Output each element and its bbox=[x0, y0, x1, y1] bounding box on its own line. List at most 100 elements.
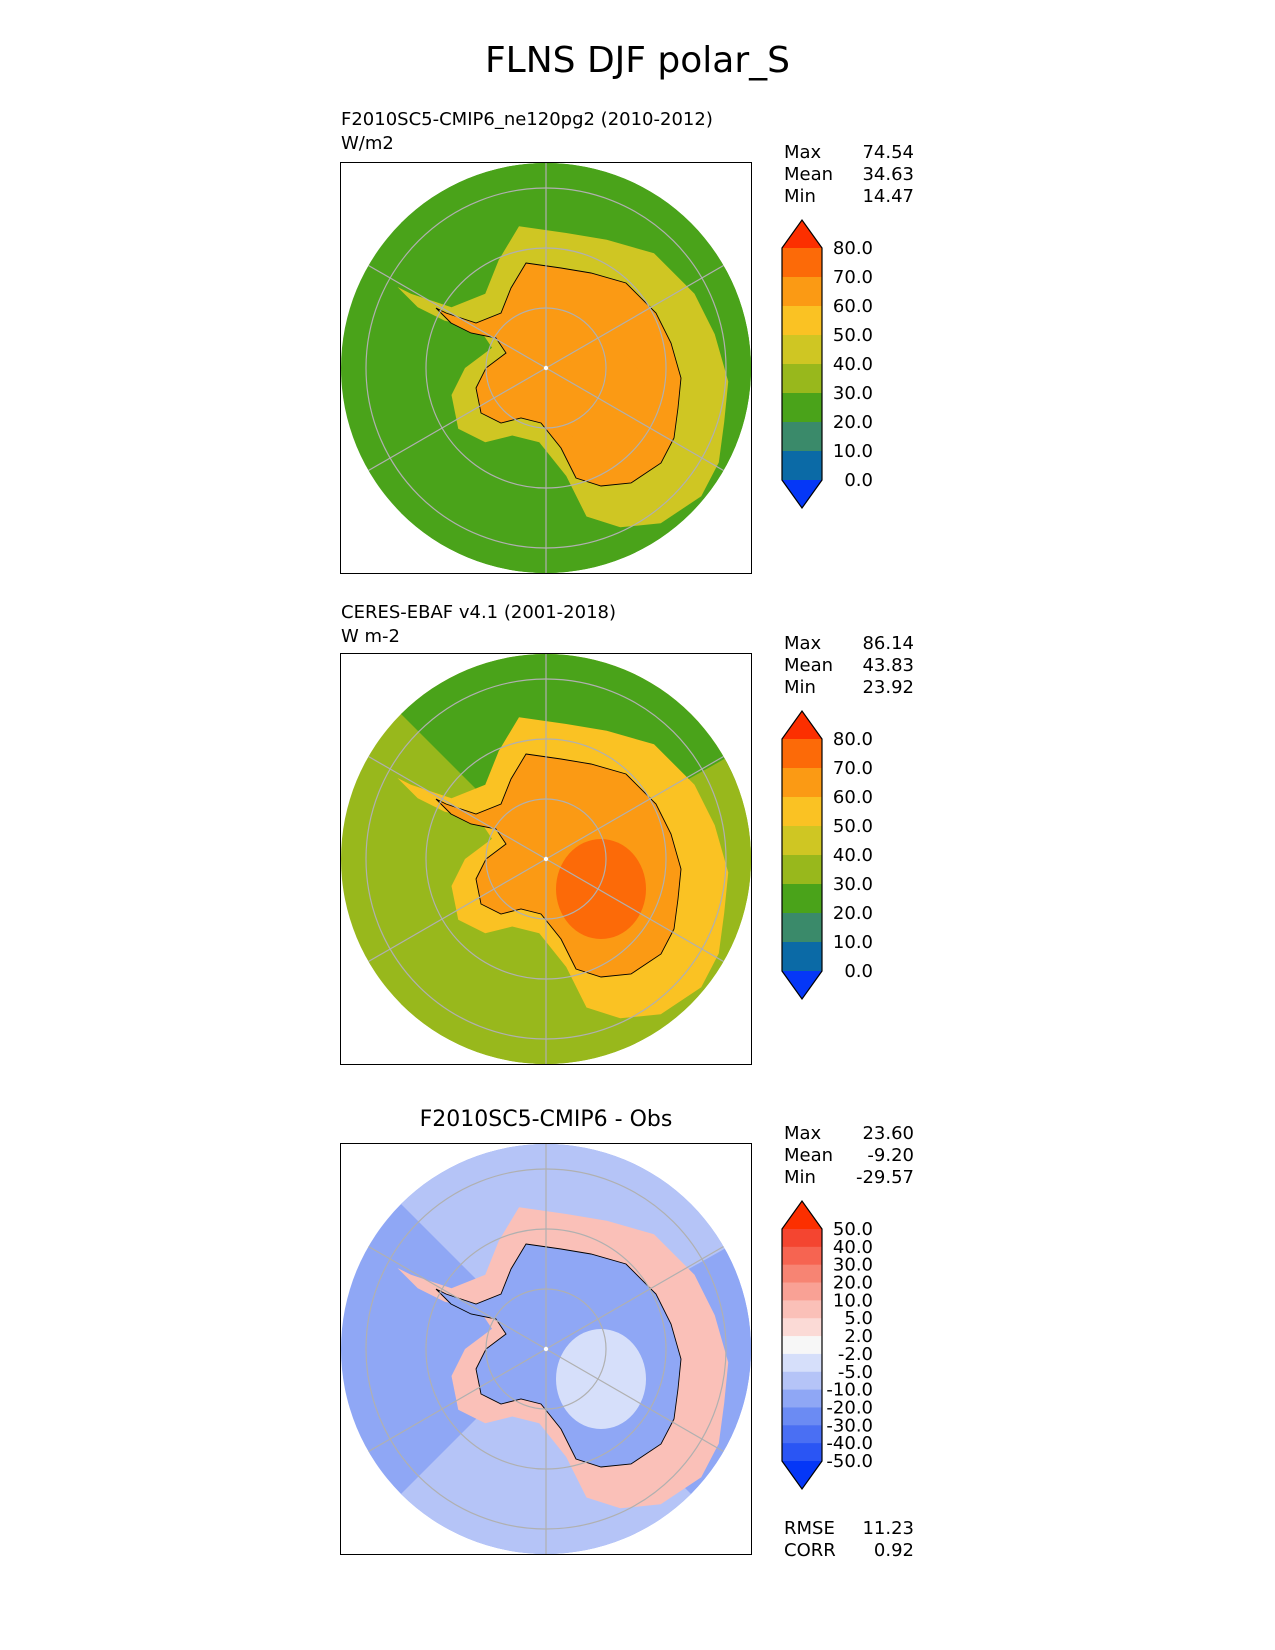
panel-3-meridian bbox=[545, 1348, 751, 1500]
panel-2-meridian bbox=[341, 858, 547, 1010]
panel-2-pole-marker bbox=[543, 856, 549, 862]
panel-3-meridian bbox=[341, 1348, 547, 1500]
panel-1-colorbar-tick-label: 10.0 bbox=[833, 441, 873, 462]
panel-2-stats: Max 86.14 Mean 43.83 Min 23.92 bbox=[784, 633, 914, 699]
panel-2-colorbar-bin bbox=[782, 739, 822, 769]
panel-1-colorbar-outline bbox=[781, 218, 823, 510]
panel-1-colorbar-bin bbox=[782, 393, 822, 423]
panel-3-colorbar-outline bbox=[781, 1199, 823, 1491]
panel-1-colorbar-tick-label: 0.0 bbox=[844, 470, 873, 491]
panel-1-colorbar-extend-min bbox=[782, 480, 822, 508]
panel-2-coastline bbox=[435, 753, 682, 978]
panel-2-colorbar-bin bbox=[782, 942, 822, 972]
panel-3-colorbar: -50.0-40.0-30.0-20.0-10.0-5.0-2.02.05.01… bbox=[781, 1199, 873, 1491]
panel-2-meridian bbox=[545, 858, 751, 1010]
panel-3-colorbar-bin bbox=[782, 1389, 822, 1408]
panel-1-colorbar-bin bbox=[782, 248, 822, 278]
panel-2-colorbar-tick-label: 60.0 bbox=[833, 787, 873, 808]
panel-2-stat-mean: 43.83 bbox=[862, 655, 914, 676]
panel-1-colorbar-bin bbox=[782, 306, 822, 336]
panel-2-colorbar-tick-label: 80.0 bbox=[833, 729, 873, 750]
panel-3-colorbar-bin bbox=[782, 1282, 822, 1301]
panel-3-colorbar-tick-label: -10.0 bbox=[826, 1380, 873, 1401]
panel-2-title: CERES-EBAF v4.1 (2001-2018) W m-2 bbox=[341, 601, 616, 649]
stat-label-corr: CORR bbox=[784, 1540, 836, 1561]
panel-1-colorbar-tick-label: 80.0 bbox=[833, 238, 873, 259]
panel-3-colorbar-tick-label: -40.0 bbox=[826, 1433, 873, 1454]
panel-3-colorbar-tick-label: 50.0 bbox=[833, 1219, 873, 1240]
panel-2-field-east-core bbox=[556, 839, 646, 939]
panel-3-stat-corr: 0.92 bbox=[873, 1540, 914, 1561]
panel-3-colorbar-tick-label: 5.0 bbox=[844, 1308, 873, 1329]
panel-3-colorbar-bin bbox=[782, 1246, 822, 1266]
panel-3-stat-mean: -9.20 bbox=[867, 1145, 914, 1166]
panel-1-stats: Max 74.54 Mean 34.63 Min 14.47 bbox=[784, 142, 914, 208]
panel-3-colorbar-bin bbox=[782, 1300, 822, 1319]
stat-label-min: Min bbox=[784, 677, 816, 698]
panel-2-colorbar-tick-label: 0.0 bbox=[844, 961, 873, 982]
panel-1-stat-mean: 34.63 bbox=[862, 164, 914, 185]
stat-label-mean: Mean bbox=[784, 655, 834, 676]
panel-3-title: F2010SC5-CMIP6 - Obs bbox=[419, 1107, 673, 1132]
panel-2-colorbar-tick-label: 50.0 bbox=[833, 816, 873, 837]
panel-3-colorbar-bin bbox=[782, 1371, 822, 1391]
panel-3-colorbar-extend-min bbox=[782, 1461, 822, 1489]
stat-label-min: Min bbox=[784, 1167, 816, 1188]
panel-3-colorbar-tick-label: -30.0 bbox=[826, 1415, 873, 1436]
panel-3-colorbar-tick-label: 2.0 bbox=[844, 1326, 873, 1347]
stat-label-max: Max bbox=[784, 633, 822, 654]
panel-1-stat-min: 14.47 bbox=[862, 186, 914, 207]
panel-2-map-svg bbox=[341, 654, 751, 1064]
stat-label-mean: Mean bbox=[784, 1145, 834, 1166]
panel-2-units: W m-2 bbox=[341, 626, 401, 647]
panel-1-colorbar-tick-label: 40.0 bbox=[833, 354, 873, 375]
panel-2-stat-max: 86.14 bbox=[862, 633, 914, 654]
panel-2-colorbar-tick-label: 20.0 bbox=[833, 903, 873, 924]
panel-1-colorbar-bin bbox=[782, 335, 822, 365]
panel-2-colorbar-tick-label: 70.0 bbox=[833, 758, 873, 779]
panel-1-meridian bbox=[545, 217, 751, 369]
panel-3-footer-stats: RMSE 11.23 CORR 0.92 bbox=[784, 1518, 914, 1562]
panel-2-colorbar-extend-max bbox=[782, 711, 822, 739]
panel-2-colorbar-bin bbox=[782, 855, 822, 885]
panel-3-colorbar-bin bbox=[782, 1318, 822, 1337]
stat-label-max: Max bbox=[784, 1123, 822, 1144]
panel-1-colorbar-tick-label: 70.0 bbox=[833, 267, 873, 288]
panel-1-title-line-1: F2010SC5-CMIP6_ne120pg2 (2010-2012) bbox=[341, 109, 713, 130]
panel-2-colorbar-bin bbox=[782, 884, 822, 914]
panel-1-colorbar-bin bbox=[782, 277, 822, 307]
panel-3-stat-min: -29.57 bbox=[855, 1167, 914, 1188]
panel-2-map bbox=[340, 653, 752, 1065]
panel-3-colorbar-tick-label: -5.0 bbox=[838, 1362, 873, 1383]
panel-2-title-line-1: CERES-EBAF v4.1 (2001-2018) bbox=[341, 602, 617, 623]
panel-2-stat-min: 23.92 bbox=[862, 677, 914, 698]
panel-1-pole-marker bbox=[543, 365, 549, 371]
stat-label-max: Max bbox=[784, 142, 822, 163]
panel-3-colorbar-tick-label: 20.0 bbox=[833, 1273, 873, 1294]
panel-3-colorbar-bin bbox=[782, 1353, 822, 1373]
panel-1-colorbar-tick-label: 20.0 bbox=[833, 412, 873, 433]
panel-2-colorbar-tick-label: 40.0 bbox=[833, 845, 873, 866]
panel-2-colorbar-bin bbox=[782, 826, 822, 856]
panel-2-colorbar-bin bbox=[782, 913, 822, 943]
panel-2-meridian bbox=[341, 708, 547, 860]
panel-3-colorbar-tick-label: -50.0 bbox=[826, 1451, 873, 1472]
stat-label-min: Min bbox=[784, 186, 816, 207]
panel-1-colorbar: 0.0 10.0 20.0 30.0 40.0 50.0 60.0 70.0 80.0 bbox=[781, 218, 873, 510]
panel-1-title: F2010SC5-CMIP6_ne120pg2 (2010-2012) W/m2 bbox=[341, 108, 713, 156]
panel-3-pole-marker bbox=[543, 1346, 549, 1352]
panel-3-colorbar-tick-label: 40.0 bbox=[833, 1237, 873, 1258]
panel-2-colorbar: 0.0 10.0 20.0 30.0 40.0 50.0 60.0 70.0 80.0 bbox=[781, 709, 873, 1001]
stat-label-rmse: RMSE bbox=[784, 1518, 835, 1539]
panel-1-meridian bbox=[341, 367, 547, 519]
panel-3-colorbar-bin bbox=[782, 1443, 822, 1462]
panel-3-map bbox=[340, 1143, 752, 1555]
panel-1-meridian bbox=[341, 217, 547, 369]
panel-1-colorbar-tick-label: 60.0 bbox=[833, 296, 873, 317]
panel-2-colorbar-bin bbox=[782, 797, 822, 827]
panel-1-colorbar-bin bbox=[782, 451, 822, 481]
panel-1-stat-max: 74.54 bbox=[862, 142, 914, 163]
panel-3-stats: Max 23.60 Mean -9.20 Min -29.57 bbox=[784, 1123, 914, 1189]
panel-3-map-svg bbox=[341, 1144, 751, 1554]
panel-3-colorbar-bin bbox=[782, 1264, 822, 1284]
